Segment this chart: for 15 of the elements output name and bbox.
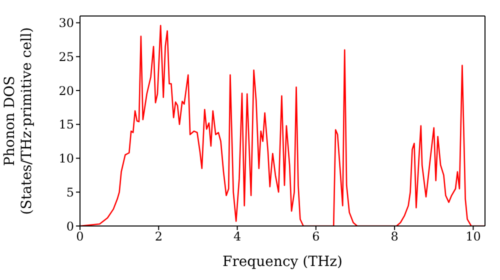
x-tick-label: 2: [154, 230, 162, 244]
x-axis-title: Frequency (THz): [222, 254, 343, 270]
y-tick-label: 25: [58, 50, 74, 64]
y-axis-title: Phonon DOS (States/THz·primitive cell): [2, 27, 35, 215]
x-tick-label: 10: [466, 230, 481, 244]
y-tick-label: 30: [58, 16, 74, 30]
y-tick-label: 10: [58, 152, 74, 166]
x-tick-label: 0: [76, 230, 84, 244]
x-tick-label: 4: [233, 230, 242, 244]
y-tick-label: 20: [58, 84, 74, 98]
y-tick-label: 0: [66, 219, 74, 234]
x-tick-label: 8: [390, 230, 398, 244]
y-tick-label: 15: [58, 118, 74, 132]
x-tick-label: 6: [312, 230, 320, 244]
y-tick-label: 5: [66, 185, 74, 200]
